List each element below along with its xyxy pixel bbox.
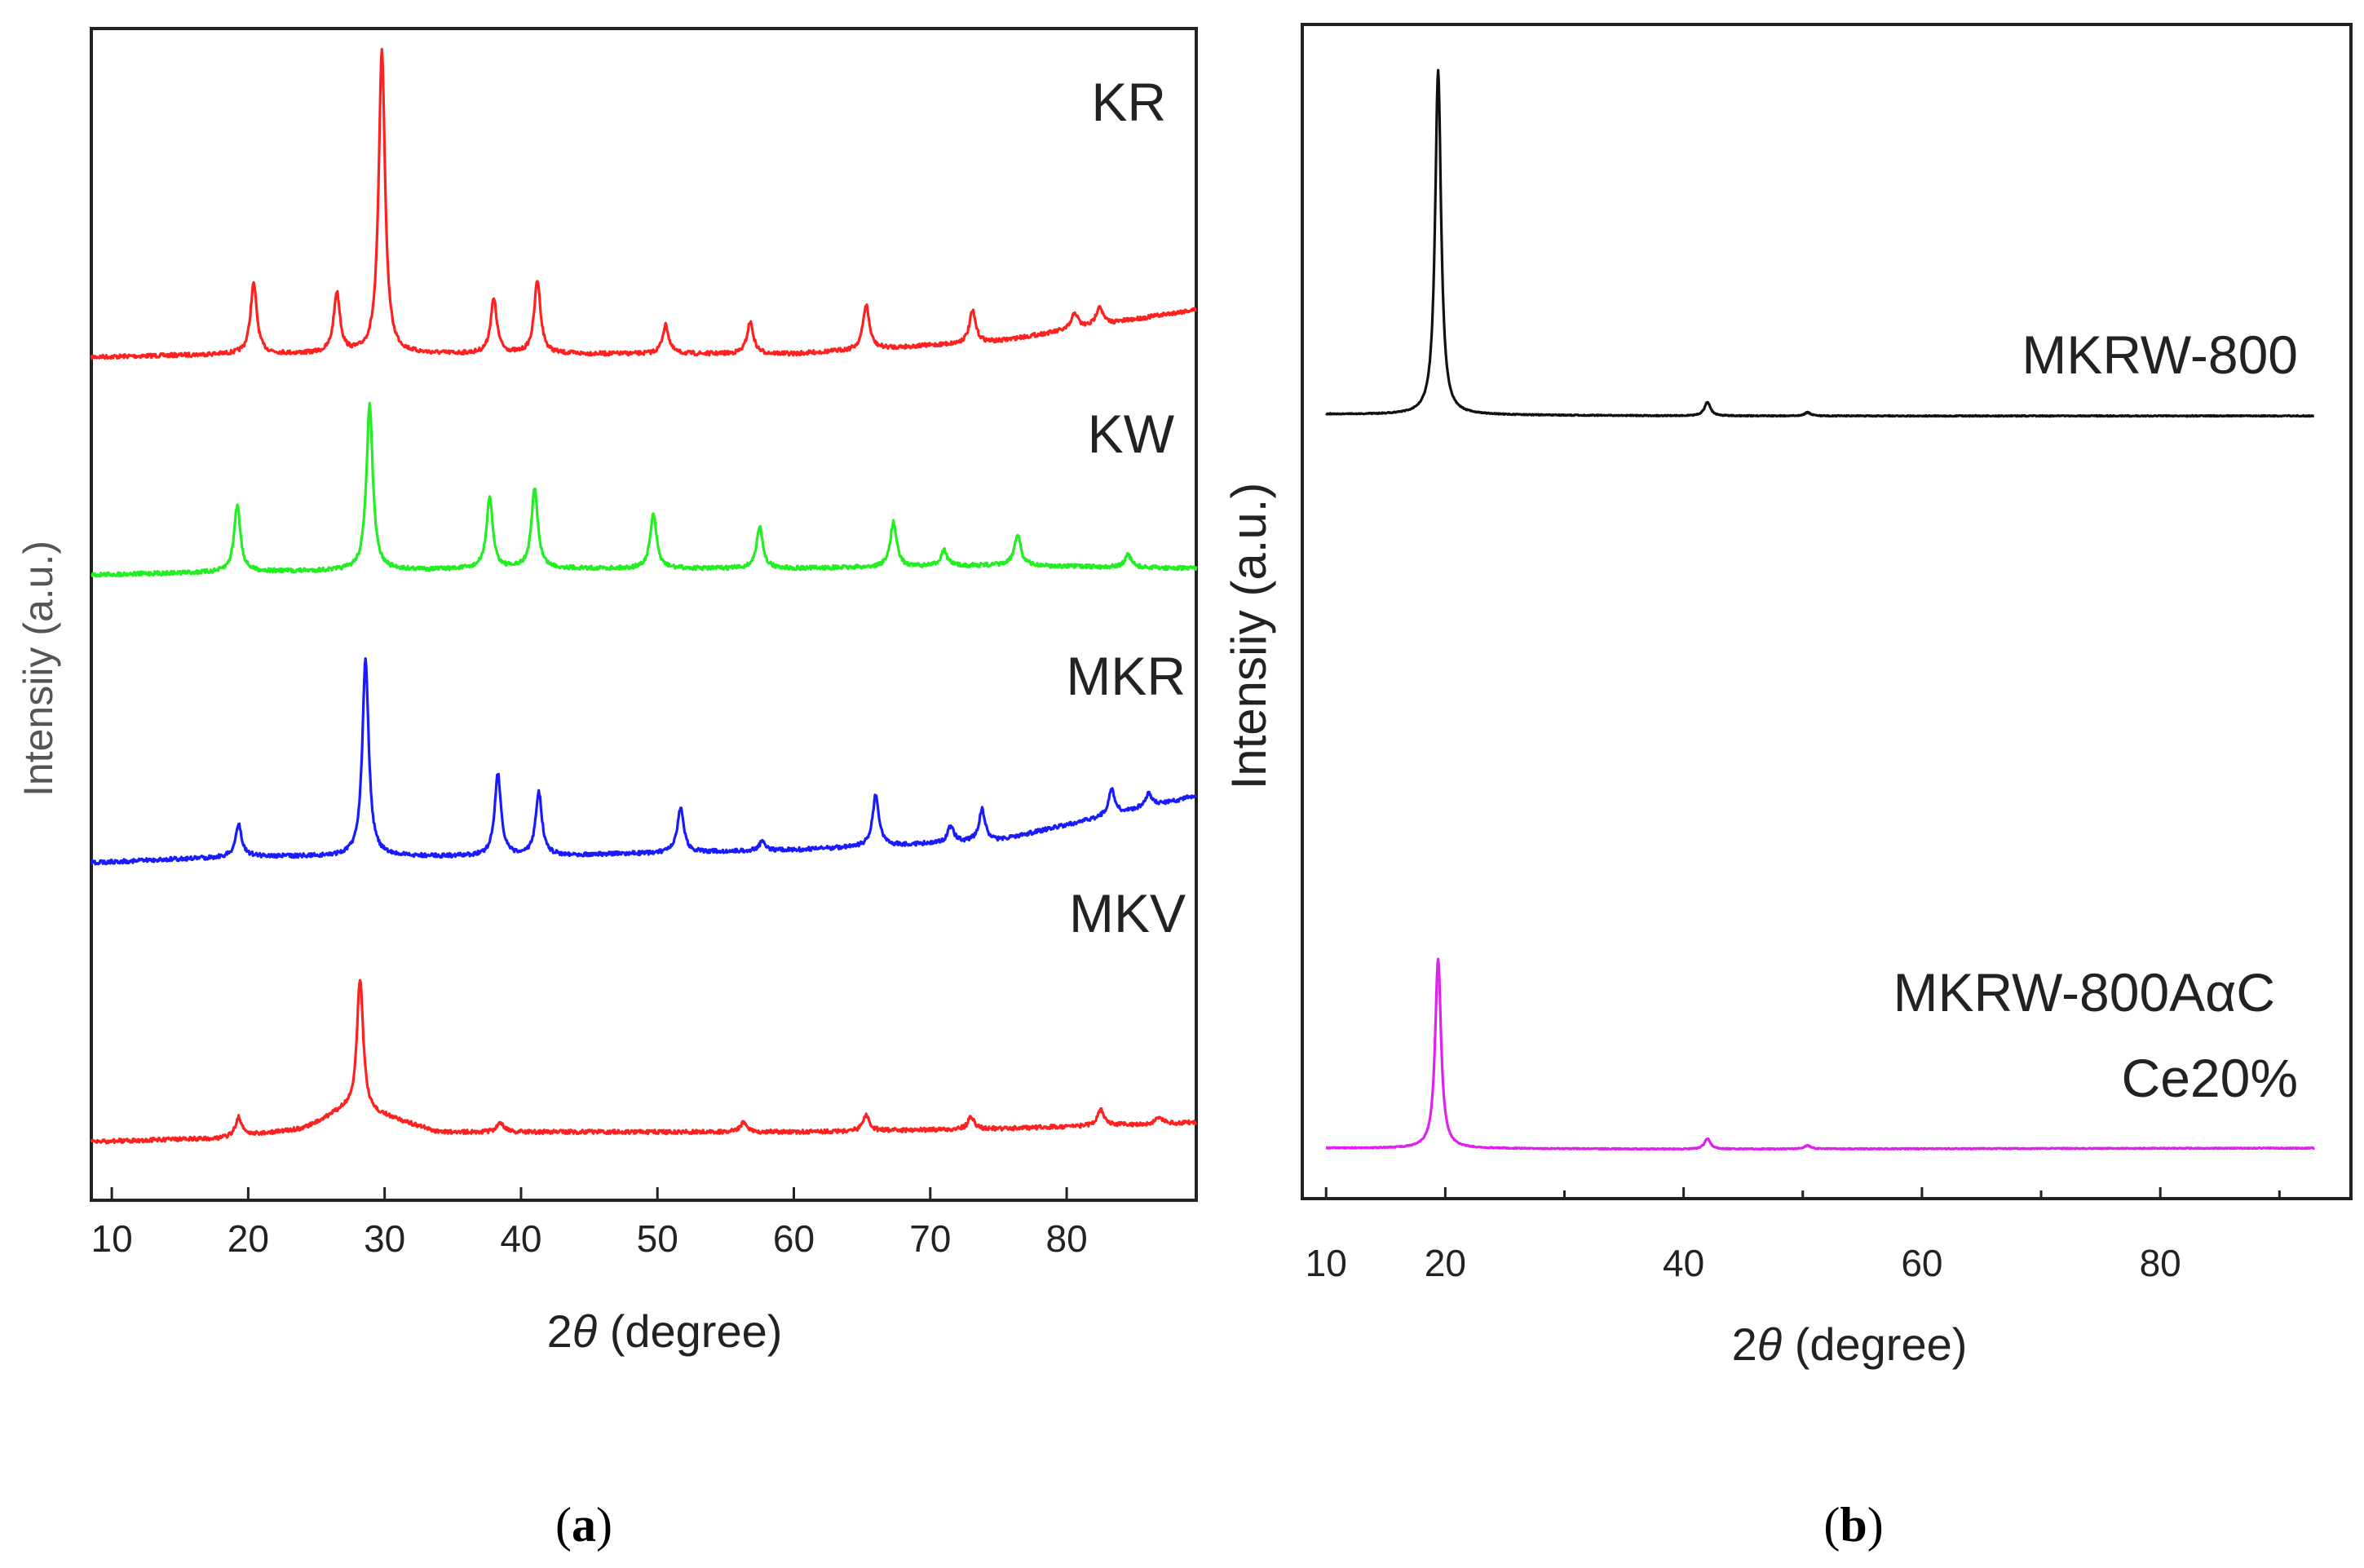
panel-a-chart: 10 20 30 40 50 60 70 80 KR KW MKR MKV Intensiiy…: [15, 27, 1198, 1552]
panel-a-caption-letter: a: [572, 1498, 596, 1552]
trace-mkrw-800a-c-ce20-: [1325, 957, 2315, 1151]
panel-b-x-tick-label: 80: [2140, 1242, 2181, 1284]
panel-b-chart: 10 20 40 60 80 MKRW-800 MKRW-800AαC Ce20% In…: [1222, 23, 2353, 1552]
panel-b-x-tick-label: 20: [1425, 1242, 1466, 1284]
trace-kr: [90, 47, 1197, 360]
panel-a-x-tick-label: 30: [364, 1217, 405, 1260]
panel-a-x-tick-label: 10: [91, 1217, 133, 1260]
panel-a-x-tick-labels: 10 20 30 40 50 60 70 80: [91, 1217, 1088, 1260]
panel-a-plot-frame: [90, 27, 1198, 1202]
panel-a-traces: [90, 47, 1198, 1145]
panel-b-plot-frame: [1301, 23, 2353, 1200]
panel-a-x-tick-label: 50: [637, 1217, 678, 1260]
panel-a-x-tick-label: 70: [909, 1217, 951, 1260]
series-label-kw: KW: [1088, 404, 1175, 464]
panel-a-caption: (a): [555, 1498, 612, 1552]
series-label-kr: KR: [1091, 72, 1166, 132]
panel-b-caption: (b): [1823, 1498, 1883, 1552]
panel-b-x-label-prefix: 2: [1732, 1318, 1757, 1370]
series-label-mkrw-800: MKRW-800: [2022, 325, 2298, 385]
series-label-mkr: MKR: [1066, 646, 1186, 706]
panel-a-x-tick-label: 80: [1045, 1217, 1087, 1260]
panel-b-x-tick-labels: 10 20 40 60 80: [1306, 1242, 2181, 1284]
series-label-mkrw-800aac-line2: Ce20%: [2122, 1048, 2298, 1108]
panel-b-x-label-suffix: (degree): [1782, 1318, 1967, 1370]
trace-mkr: [90, 657, 1198, 866]
panel-a-x-axis-label: 2θ (degree): [547, 1305, 783, 1357]
panel-a-x-tick-label: 20: [228, 1217, 269, 1260]
panel-b-x-ticks: [1324, 1187, 2281, 1199]
series-label-mkrw-800aac-line1: MKRW-800AαC: [1893, 962, 2275, 1023]
trace-kw: [91, 401, 1198, 578]
panel-a-y-axis-label: Intensiiy (a.u.): [15, 541, 61, 797]
panel-a-x-label-suffix: (degree): [597, 1305, 782, 1357]
panel-a-x-label-prefix: 2: [547, 1305, 572, 1357]
panel-a-x-ticks: [110, 1187, 1068, 1200]
trace-mkrw-800: [1325, 68, 2315, 418]
trace-mkv: [90, 978, 1198, 1145]
panel-b-caption-letter: b: [1840, 1498, 1867, 1552]
panel-b-y-axis-label: Intensiiy (a.u.): [1222, 483, 1276, 790]
panel-b-x-tick-label: 60: [1901, 1242, 1942, 1284]
panel-b-traces: [1325, 68, 2315, 1151]
panel-b-x-tick-label: 40: [1663, 1242, 1704, 1284]
panel-b-x-tick-label: 10: [1306, 1242, 1347, 1284]
panel-b-x-label-theta: θ: [1757, 1318, 1782, 1370]
panel-a-x-tick-label: 60: [773, 1217, 815, 1260]
panel-a-x-tick-label: 40: [500, 1217, 541, 1260]
panel-a-x-label-theta: θ: [572, 1305, 597, 1357]
series-label-mkv: MKV: [1069, 883, 1186, 943]
panel-b-x-axis-label: 2θ (degree): [1732, 1318, 1968, 1370]
